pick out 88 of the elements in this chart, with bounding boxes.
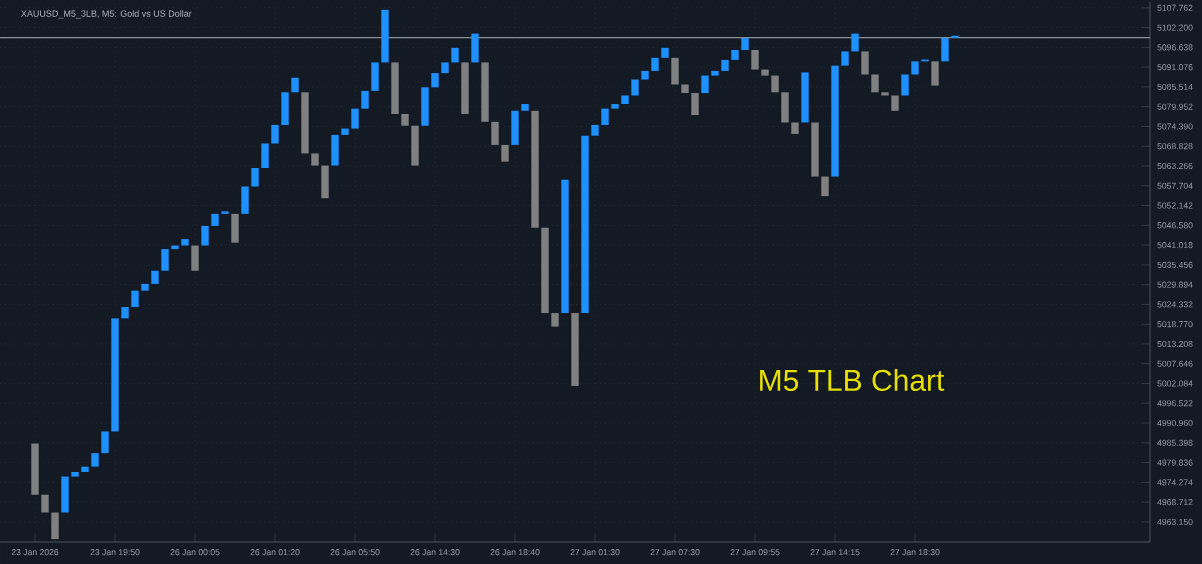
bar [141, 283, 149, 291]
bar [311, 153, 319, 166]
bar [751, 49, 759, 70]
bar [101, 431, 109, 454]
bar [111, 318, 119, 432]
bar [251, 168, 259, 187]
bar [771, 75, 779, 93]
bar [931, 61, 939, 86]
bar [231, 213, 239, 243]
bar [261, 143, 269, 169]
bar [631, 79, 639, 96]
bar [701, 75, 709, 93]
bar [861, 51, 869, 75]
bar [341, 128, 349, 135]
bar [91, 453, 99, 467]
bar [121, 307, 129, 319]
bar [731, 49, 739, 60]
bar [271, 125, 279, 144]
bar [721, 59, 729, 71]
bar [831, 65, 839, 177]
bar [691, 93, 699, 116]
bar [181, 239, 189, 246]
bar [811, 122, 819, 177]
bar [31, 443, 39, 495]
bar [291, 77, 299, 93]
bar [201, 225, 209, 246]
bar [801, 72, 809, 123]
bar [781, 92, 789, 123]
bar [71, 471, 79, 477]
bar [871, 74, 879, 93]
bar [501, 144, 509, 162]
bar [351, 108, 359, 129]
bar [61, 476, 69, 513]
bar [591, 125, 599, 136]
bar [331, 134, 339, 166]
bar [621, 95, 629, 105]
bar [651, 57, 659, 71]
bar [901, 74, 909, 96]
bar [431, 73, 439, 88]
bar [241, 186, 249, 214]
bar [161, 249, 169, 271]
bar [391, 62, 399, 114]
bar [41, 494, 49, 513]
bar [441, 62, 449, 74]
bar [481, 62, 489, 122]
bar [131, 290, 139, 308]
bar [911, 61, 919, 75]
bar [321, 165, 329, 199]
bar [561, 179, 569, 314]
bar [401, 113, 409, 126]
bar [421, 87, 429, 126]
bar [51, 512, 59, 540]
bar [661, 47, 669, 58]
bar [301, 92, 309, 154]
bar [371, 62, 379, 91]
bar [581, 135, 589, 314]
bar [761, 69, 769, 76]
bar [451, 47, 459, 63]
annotation: M5 TLB Chart [760, 368, 945, 391]
bar [671, 57, 679, 85]
bar [541, 227, 549, 314]
bar [151, 270, 159, 284]
bar [191, 245, 199, 271]
bar [851, 33, 859, 52]
bar [681, 84, 689, 93]
bar [521, 104, 529, 111]
bar [381, 9, 389, 63]
bar [641, 70, 649, 80]
bar [601, 108, 609, 125]
bar [821, 176, 829, 197]
bar [531, 110, 539, 228]
bar [491, 121, 499, 145]
bar [891, 95, 899, 111]
bar [471, 33, 479, 63]
bar [361, 90, 369, 109]
bar [791, 122, 799, 134]
bar [941, 37, 949, 62]
bar [211, 213, 219, 226]
bar [81, 466, 89, 472]
bar [511, 110, 519, 145]
bar [551, 313, 559, 327]
bar [841, 51, 849, 66]
bar [711, 70, 719, 76]
bar [741, 37, 749, 50]
bar [461, 62, 469, 114]
bar [411, 125, 419, 166]
bar [571, 313, 579, 386]
bar [281, 92, 289, 125]
